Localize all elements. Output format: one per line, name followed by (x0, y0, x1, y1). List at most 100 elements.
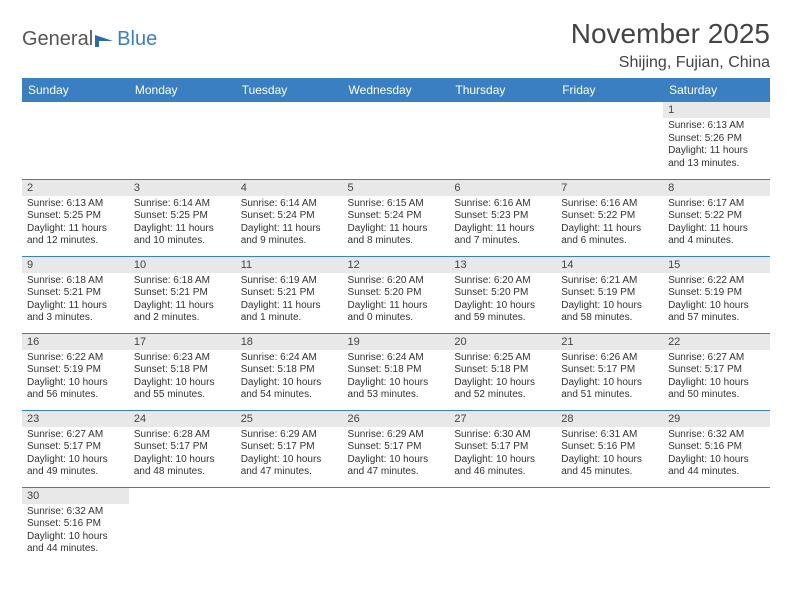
day-number: 29 (663, 411, 770, 427)
calendar-cell: 18Sunrise: 6:24 AMSunset: 5:18 PMDayligh… (236, 333, 343, 410)
calendar-cell: 5Sunrise: 6:15 AMSunset: 5:24 PMDaylight… (343, 179, 450, 256)
day-number: 21 (556, 334, 663, 350)
calendar-cell (449, 487, 556, 564)
sunrise-text: Sunrise: 6:16 AM (561, 198, 658, 211)
day-number: 9 (22, 257, 129, 273)
weekday-header: Tuesday (236, 78, 343, 102)
calendar-cell (556, 102, 663, 179)
day-details: Sunrise: 6:27 AMSunset: 5:17 PMDaylight:… (22, 427, 129, 482)
calendar-table: Sunday Monday Tuesday Wednesday Thursday… (22, 78, 770, 564)
daylight-text: Daylight: 10 hours and 44 minutes. (668, 454, 765, 479)
title-block: November 2025 Shijing, Fujian, China (571, 18, 770, 72)
sunset-text: Sunset: 5:18 PM (454, 364, 551, 377)
sunrise-text: Sunrise: 6:32 AM (27, 506, 124, 519)
calendar-week-row: 9Sunrise: 6:18 AMSunset: 5:21 PMDaylight… (22, 256, 770, 333)
day-number: 27 (449, 411, 556, 427)
sunset-text: Sunset: 5:22 PM (668, 210, 765, 223)
day-number (129, 102, 236, 106)
calendar-cell: 22Sunrise: 6:27 AMSunset: 5:17 PMDayligh… (663, 333, 770, 410)
day-details: Sunrise: 6:28 AMSunset: 5:17 PMDaylight:… (129, 427, 236, 482)
day-number (556, 102, 663, 106)
day-number: 11 (236, 257, 343, 273)
day-number: 2 (22, 180, 129, 196)
sunset-text: Sunset: 5:25 PM (27, 210, 124, 223)
day-details: Sunrise: 6:24 AMSunset: 5:18 PMDaylight:… (236, 350, 343, 405)
sunset-text: Sunset: 5:18 PM (241, 364, 338, 377)
calendar-cell (556, 487, 663, 564)
sunset-text: Sunset: 5:19 PM (27, 364, 124, 377)
sunrise-text: Sunrise: 6:27 AM (668, 352, 765, 365)
sunrise-text: Sunrise: 6:29 AM (241, 429, 338, 442)
day-number: 5 (343, 180, 450, 196)
daylight-text: Daylight: 10 hours and 44 minutes. (27, 531, 124, 556)
day-details: Sunrise: 6:19 AMSunset: 5:21 PMDaylight:… (236, 273, 343, 328)
calendar-week-row: 23Sunrise: 6:27 AMSunset: 5:17 PMDayligh… (22, 410, 770, 487)
daylight-text: Daylight: 10 hours and 45 minutes. (561, 454, 658, 479)
day-details: Sunrise: 6:15 AMSunset: 5:24 PMDaylight:… (343, 196, 450, 251)
sunset-text: Sunset: 5:17 PM (27, 441, 124, 454)
daylight-text: Daylight: 11 hours and 1 minute. (241, 300, 338, 325)
calendar-cell (663, 487, 770, 564)
day-number: 25 (236, 411, 343, 427)
day-details: Sunrise: 6:22 AMSunset: 5:19 PMDaylight:… (663, 273, 770, 328)
day-number: 16 (22, 334, 129, 350)
calendar-cell (449, 102, 556, 179)
day-details: Sunrise: 6:21 AMSunset: 5:19 PMDaylight:… (556, 273, 663, 328)
weekday-header: Wednesday (343, 78, 450, 102)
daylight-text: Daylight: 11 hours and 8 minutes. (348, 223, 445, 248)
calendar-cell: 26Sunrise: 6:29 AMSunset: 5:17 PMDayligh… (343, 410, 450, 487)
daylight-text: Daylight: 11 hours and 6 minutes. (561, 223, 658, 248)
sunset-text: Sunset: 5:20 PM (454, 287, 551, 300)
day-details: Sunrise: 6:22 AMSunset: 5:19 PMDaylight:… (22, 350, 129, 405)
daylight-text: Daylight: 10 hours and 58 minutes. (561, 300, 658, 325)
calendar-cell: 2Sunrise: 6:13 AMSunset: 5:25 PMDaylight… (22, 179, 129, 256)
calendar-cell: 17Sunrise: 6:23 AMSunset: 5:18 PMDayligh… (129, 333, 236, 410)
daylight-text: Daylight: 10 hours and 56 minutes. (27, 377, 124, 402)
brand-part2: Blue (99, 28, 157, 51)
sunset-text: Sunset: 5:16 PM (668, 441, 765, 454)
calendar-week-row: 30Sunrise: 6:32 AMSunset: 5:16 PMDayligh… (22, 487, 770, 564)
daylight-text: Daylight: 10 hours and 59 minutes. (454, 300, 551, 325)
header-row: General Blue November 2025 Shijing, Fuji… (22, 18, 770, 72)
sunrise-text: Sunrise: 6:28 AM (134, 429, 231, 442)
sunrise-text: Sunrise: 6:18 AM (134, 275, 231, 288)
day-details: Sunrise: 6:26 AMSunset: 5:17 PMDaylight:… (556, 350, 663, 405)
calendar-week-row: 1Sunrise: 6:13 AMSunset: 5:26 PMDaylight… (22, 102, 770, 179)
calendar-cell: 23Sunrise: 6:27 AMSunset: 5:17 PMDayligh… (22, 410, 129, 487)
weekday-header: Thursday (449, 78, 556, 102)
daylight-text: Daylight: 10 hours and 52 minutes. (454, 377, 551, 402)
day-details: Sunrise: 6:17 AMSunset: 5:22 PMDaylight:… (663, 196, 770, 251)
day-number: 1 (663, 102, 770, 118)
daylight-text: Daylight: 10 hours and 49 minutes. (27, 454, 124, 479)
day-details: Sunrise: 6:32 AMSunset: 5:16 PMDaylight:… (663, 427, 770, 482)
sunrise-text: Sunrise: 6:29 AM (348, 429, 445, 442)
day-number: 12 (343, 257, 450, 273)
daylight-text: Daylight: 11 hours and 3 minutes. (27, 300, 124, 325)
sunset-text: Sunset: 5:22 PM (561, 210, 658, 223)
sunrise-text: Sunrise: 6:30 AM (454, 429, 551, 442)
calendar-cell: 14Sunrise: 6:21 AMSunset: 5:19 PMDayligh… (556, 256, 663, 333)
calendar-cell: 19Sunrise: 6:24 AMSunset: 5:18 PMDayligh… (343, 333, 450, 410)
sunrise-text: Sunrise: 6:15 AM (348, 198, 445, 211)
day-details: Sunrise: 6:32 AMSunset: 5:16 PMDaylight:… (22, 504, 129, 559)
daylight-text: Daylight: 11 hours and 0 minutes. (348, 300, 445, 325)
sunset-text: Sunset: 5:18 PM (348, 364, 445, 377)
day-number: 15 (663, 257, 770, 273)
calendar-cell: 21Sunrise: 6:26 AMSunset: 5:17 PMDayligh… (556, 333, 663, 410)
day-details: Sunrise: 6:29 AMSunset: 5:17 PMDaylight:… (236, 427, 343, 482)
calendar-cell: 8Sunrise: 6:17 AMSunset: 5:22 PMDaylight… (663, 179, 770, 256)
sunset-text: Sunset: 5:20 PM (348, 287, 445, 300)
daylight-text: Daylight: 10 hours and 55 minutes. (134, 377, 231, 402)
calendar-cell: 6Sunrise: 6:16 AMSunset: 5:23 PMDaylight… (449, 179, 556, 256)
sunset-text: Sunset: 5:24 PM (348, 210, 445, 223)
sunrise-text: Sunrise: 6:24 AM (241, 352, 338, 365)
day-details: Sunrise: 6:31 AMSunset: 5:16 PMDaylight:… (556, 427, 663, 482)
weekday-header: Sunday (22, 78, 129, 102)
sunrise-text: Sunrise: 6:20 AM (454, 275, 551, 288)
day-details: Sunrise: 6:20 AMSunset: 5:20 PMDaylight:… (449, 273, 556, 328)
day-number: 10 (129, 257, 236, 273)
calendar-cell (129, 487, 236, 564)
day-details: Sunrise: 6:18 AMSunset: 5:21 PMDaylight:… (129, 273, 236, 328)
day-number: 7 (556, 180, 663, 196)
day-number (556, 488, 663, 492)
